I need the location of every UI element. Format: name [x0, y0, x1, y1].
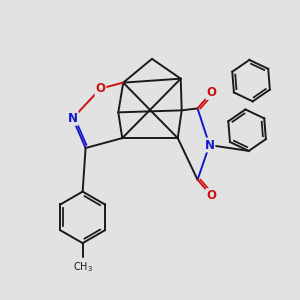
Text: CH$_3$: CH$_3$ [73, 260, 93, 274]
Text: O: O [95, 82, 106, 95]
Text: N: N [68, 112, 78, 125]
Text: O: O [206, 189, 216, 202]
Text: O: O [206, 86, 216, 99]
Text: N: N [204, 139, 214, 152]
